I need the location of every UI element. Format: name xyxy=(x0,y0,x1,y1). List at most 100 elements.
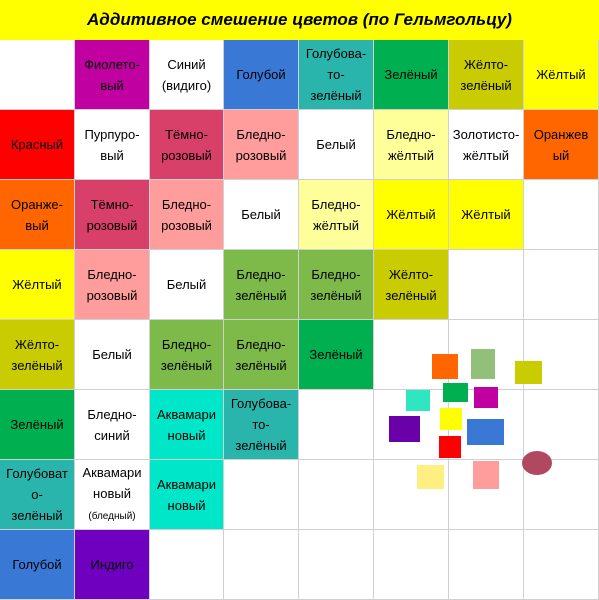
table-cell: Бледно- синий xyxy=(75,390,150,460)
cell-label: Тёмно- розовый xyxy=(161,126,212,163)
cell-label: Бледно- зелёный xyxy=(160,336,213,373)
cell-label: Бледно- розовый xyxy=(86,266,138,303)
table-cell: Бледно- жёлтый xyxy=(374,110,449,180)
table-cell xyxy=(374,460,449,530)
table-cell: Голубоват о- зелёный xyxy=(0,460,75,530)
table-cell: Жёлтый xyxy=(374,180,449,250)
table-cell: Красный xyxy=(0,110,75,180)
cell-label: Золотисто- жёлтый xyxy=(452,126,520,163)
cell-label: Жёлто- зелёный xyxy=(385,266,437,303)
cell-label: Голубова- то- зелёный xyxy=(230,396,292,453)
cell-label: Красный xyxy=(10,137,64,152)
table-cell: Зелёный xyxy=(0,390,75,460)
table-cell: Бледно- зелёный xyxy=(150,320,224,390)
table-cell: Белый xyxy=(75,320,150,390)
table-cell: Пурпуро- вый xyxy=(75,110,150,180)
table-cell xyxy=(374,320,449,390)
cell-label: Жёлтый xyxy=(461,207,511,222)
cell-label: Жёлтый xyxy=(386,207,436,222)
table-cell: Жёлтый xyxy=(0,250,75,320)
table-cell: Белый xyxy=(150,250,224,320)
table-cell: Бледно- жёлтый xyxy=(299,180,374,250)
cell-label: Фиолето- вый xyxy=(84,56,140,93)
cell-label: Жёлто- зелёный xyxy=(460,56,512,93)
table-cell: Жёлто- зелёный xyxy=(0,320,75,390)
cell-label: Оранже- вый xyxy=(10,196,63,233)
table-cell: Голубова- то- зелёный xyxy=(224,390,299,460)
color-mixing-table: Фиолето- вый Синий (видиго) Голубой Голубов… xyxy=(0,40,599,600)
cell-label: Зелёный xyxy=(309,347,363,362)
cell-label: Аквамари новый xyxy=(156,406,216,443)
table-cell xyxy=(374,530,449,600)
table-cell: Жёлтый xyxy=(449,180,524,250)
cell-label: Жёлтый xyxy=(536,67,586,82)
table-cell: Синий (видиго) xyxy=(150,40,224,110)
table-cell: Голубой xyxy=(0,530,75,600)
table-cell xyxy=(524,180,599,250)
table-cell xyxy=(224,530,299,600)
table-cell xyxy=(449,250,524,320)
table-cell xyxy=(524,530,599,600)
table-cell xyxy=(299,530,374,600)
table-cell: Аквамари новый (бледный) xyxy=(75,460,150,530)
cell-label: Оранжев ый xyxy=(533,126,589,163)
cell-label: Жёлтый xyxy=(12,277,62,292)
table-cell: Аквамари новый xyxy=(150,390,224,460)
table-cell: Жёлтый xyxy=(524,40,599,110)
cell-label: Синий (видиго) xyxy=(161,56,212,93)
table-cell xyxy=(524,250,599,320)
table-cell xyxy=(299,460,374,530)
cell-label: Зелёный xyxy=(10,417,64,432)
cell-label: Белый xyxy=(166,277,207,292)
table-cell xyxy=(224,460,299,530)
table-cell: Аквамари новый xyxy=(150,460,224,530)
table-cell: Фиолето- вый xyxy=(75,40,150,110)
table-cell: Голубой xyxy=(224,40,299,110)
cell-label: Тёмно- розовый xyxy=(86,196,138,233)
table-cell: Оранже- вый xyxy=(0,180,75,250)
table-cell xyxy=(449,530,524,600)
table-cell: Жёлто- зелёный xyxy=(374,250,449,320)
table-cell: Бледно- розовый xyxy=(150,180,224,250)
cell-label: Голубова- то- зелёный xyxy=(305,46,367,103)
cell-note: (бледный) xyxy=(88,511,136,522)
cell-label: Бледно- зелёный xyxy=(310,266,362,303)
table-cell xyxy=(449,460,524,530)
table-cell xyxy=(524,390,599,460)
table-cell: Тёмно- розовый xyxy=(75,180,150,250)
table-cell: Белый xyxy=(224,180,299,250)
table-cell xyxy=(449,320,524,390)
cell-label: Бледно- зелёный xyxy=(235,266,287,303)
table-cell: Золотисто- жёлтый xyxy=(449,110,524,180)
table-cell: Бледно- розовый xyxy=(75,250,150,320)
cell-label: Бледно- розовый xyxy=(161,196,212,233)
cell-label: Аквамари новый xyxy=(156,476,216,513)
table-cell xyxy=(374,390,449,460)
cell-label: Аквамари новый xyxy=(82,465,142,501)
table-cell: Зелёный xyxy=(299,320,374,390)
cell-label: Бледно- жёлтый xyxy=(386,126,436,163)
table-cell: Бледно- розовый xyxy=(224,110,299,180)
table-cell: Жёлто- зелёный xyxy=(449,40,524,110)
table-cell xyxy=(0,40,75,110)
table-cell xyxy=(449,390,524,460)
cell-label: Голубой xyxy=(12,557,62,572)
table-cell xyxy=(524,320,599,390)
table-cell: Белый xyxy=(299,110,374,180)
table-cell: Тёмно- розовый xyxy=(150,110,224,180)
table-cell xyxy=(299,390,374,460)
table-cell: Зелёный xyxy=(374,40,449,110)
table-cell: Индиго xyxy=(75,530,150,600)
cell-label: Бледно- синий xyxy=(87,406,137,443)
cell-label: Белый xyxy=(241,207,281,222)
cell-label: Пурпуро- вый xyxy=(84,126,140,163)
cell-label: Бледно- розовый xyxy=(235,126,287,163)
cell-label: Бледно- зелёный xyxy=(235,336,287,373)
page-title: Аддитивное смешение цветов (по Гельмголь… xyxy=(0,0,599,41)
cell-label: Голубоват о- зелёный xyxy=(6,466,68,523)
cell-label: Индиго xyxy=(90,557,134,572)
cell-label: Зелёный xyxy=(384,67,438,82)
cell-label: Белый xyxy=(316,137,356,152)
cell-label: Бледно- жёлтый xyxy=(311,196,361,233)
cell-label: Жёлто- зелёный xyxy=(11,336,63,373)
